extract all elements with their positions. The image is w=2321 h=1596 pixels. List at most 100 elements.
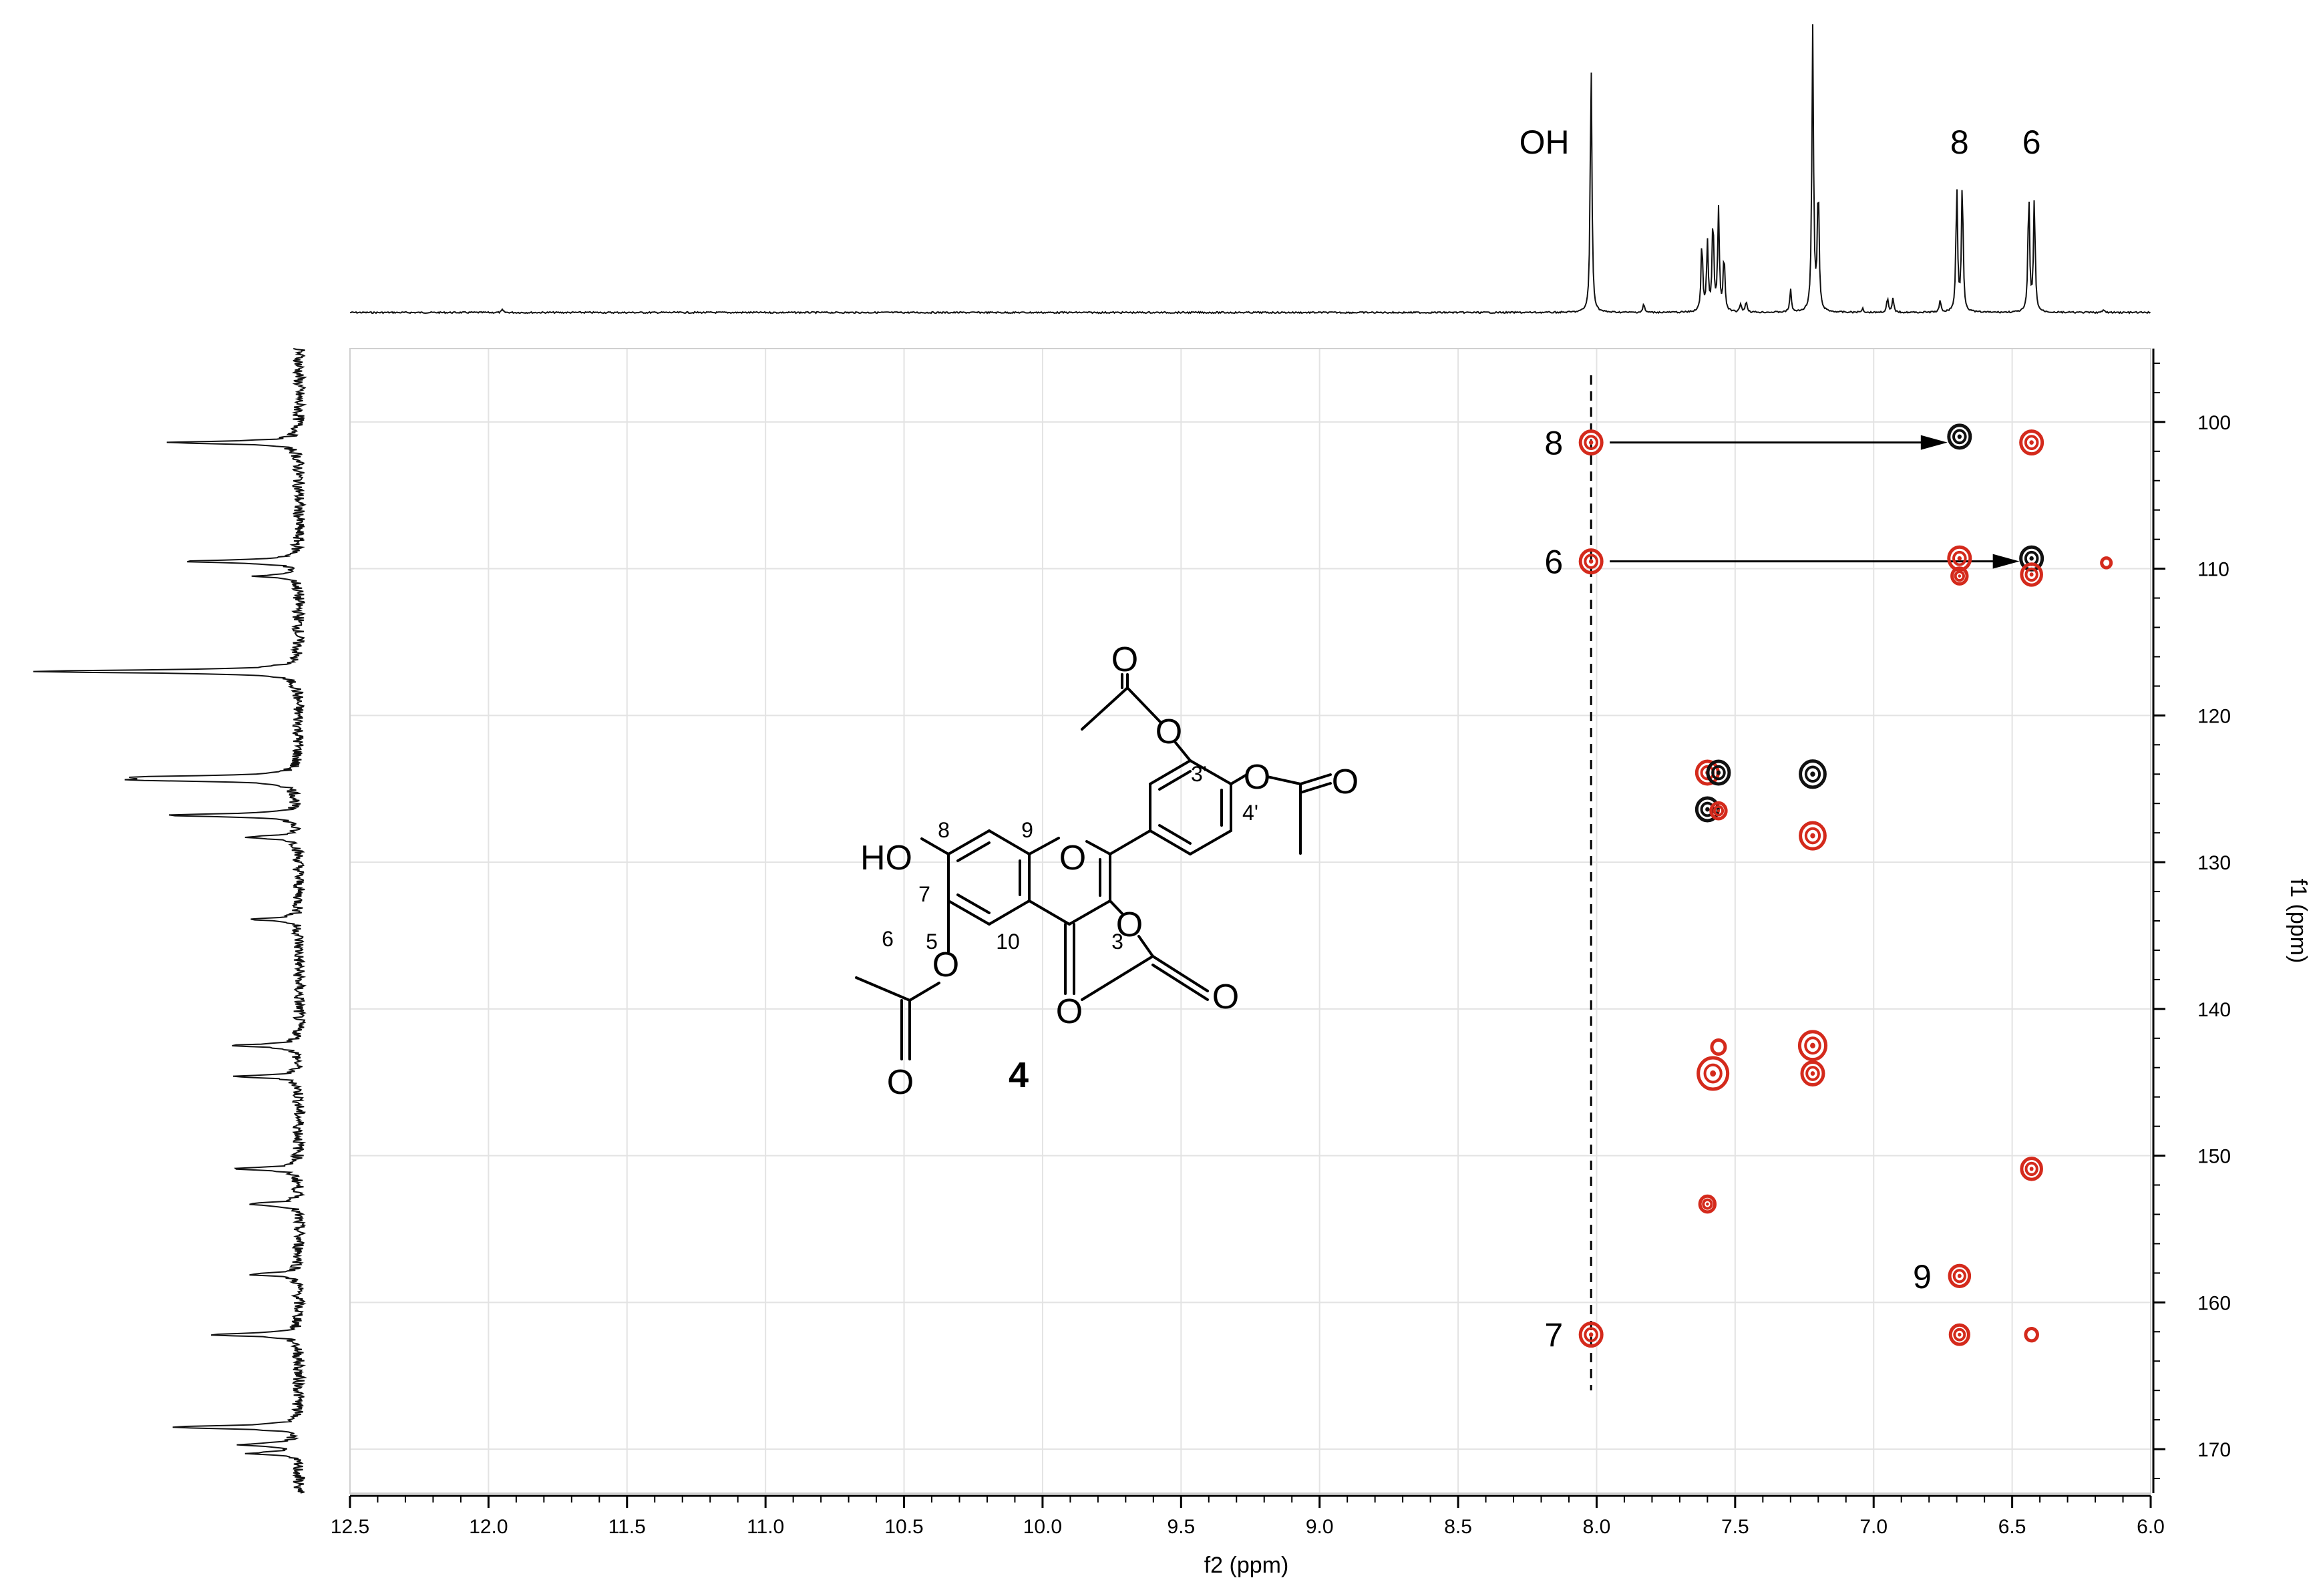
structure-c3-ester-oxygen: O [1116,906,1143,944]
structure-atom-3prime: 3' [1191,762,1207,786]
cross-peak-core [2029,440,2034,445]
cross-peak-label: 7 [1544,1317,1563,1354]
cross-peak-core [1957,556,1962,561]
structure-atom-9: 9 [1021,818,1033,842]
structure-c5-ester-oxygen: O [932,946,959,984]
cross-peak-inner-contour [2024,567,2038,582]
x-tick-label: 11.5 [608,1516,646,1538]
x-tick-label: 7.0 [1859,1516,1888,1538]
cross-peak [1948,1263,1972,1288]
y-tick-label: 170 [2197,1439,2231,1461]
structure-atom-10: 10 [996,930,1020,954]
cross-peak-core [1716,770,1721,775]
cross-peak-core [1710,1070,1717,1077]
cross-peak [1709,801,1728,821]
cross-peak-core [1810,1071,1815,1076]
cross-peak-core [1957,1273,1962,1278]
cross-peak-inner-contour [1713,805,1725,817]
cross-peak [2100,556,2113,570]
cross-peak-inner-contour [1584,435,1598,450]
cross-peak-core [1588,440,1594,445]
cross-peak-core [1706,1202,1709,1206]
cross-peak [1948,1323,1970,1346]
molecule-structure: HO O O O O O O O O O O 8 9 7 6 5 10 3 3'… [855,640,1359,1102]
x-tick-label: 6.5 [1998,1516,2026,1538]
cross-peak-inner-contour [1702,1198,1713,1210]
projection-label: 6 [2022,124,2041,161]
y-tick-label: 110 [2197,559,2229,581]
proton-spectrum-trace [349,24,2151,315]
cross-peak [2024,1326,2039,1343]
cross-peak [2020,562,2043,587]
x-tick-label: 12.0 [469,1516,508,1538]
plot-frame [349,348,2151,1494]
cross-peak-core [1958,574,1962,578]
carbon-projection [33,348,308,1494]
structure-c4p-ester-oxygen: O [1244,758,1270,797]
cross-peak-inner-contour [1703,1063,1723,1084]
cross-peak [1578,1322,1604,1348]
carbon-spectrum-trace [33,348,308,1494]
cross-peak-inner-contour [1952,1269,1966,1283]
cross-peak-inner-contour [1952,429,1967,445]
cross-peak-inner-contour [1954,570,1965,582]
structure-atom-7: 7 [918,882,930,906]
structure-ring-oxygen: O [1059,839,1086,877]
cross-peak [1799,821,1827,851]
x-tick-label: 10.5 [884,1516,923,1538]
grid-lines [349,349,2151,1493]
structure-atom-6: 6 [882,927,894,951]
cross-peak-inner-contour [1804,827,1821,845]
structure-bonds [855,673,1332,1060]
structure-ho-label: HO [860,839,912,877]
x-tick-label: 12.5 [331,1516,369,1538]
x-tick-label: 7.5 [1721,1516,1749,1538]
x-tick-label: 9.0 [1306,1516,1334,1538]
cross-peak-core [1588,1332,1594,1338]
cross-peak-inner-contour [1952,550,1967,566]
x-tick-label: 11.0 [747,1516,784,1538]
cross-peak-core [1705,807,1710,812]
structure-atom-8: 8 [938,818,950,842]
cross-peak [1697,1056,1730,1091]
compound-number: 4 [1009,1055,1029,1095]
cross-peak [1706,759,1731,786]
x-tick-label: 10.0 [1023,1516,1062,1538]
cross-peak [1800,1060,1825,1087]
axes: 12.5 12.0 11.5 11.0 10.5 10.0 9.5 9.0 8.5 8.0 7.5 7… [331,349,2231,1538]
x-tick-label: 8.0 [1583,1516,1611,1538]
cross-peak-core [2029,556,2034,561]
cross-peak-label: 6 [1544,544,1563,581]
x-tick-label: 9.5 [1167,1516,1195,1538]
cross-peak-inner-contour [1711,765,1726,781]
cross-peaks [1578,423,2113,1348]
structure-c3-carbonyl-oxygen: O [1212,978,1239,1016]
cross-peak [1950,566,1969,586]
cross-peak-inner-contour [2024,435,2039,450]
cross-peak-label: 8 [1544,425,1563,462]
structure-c3p-ester-oxygen: O [1155,713,1182,751]
cross-peak-inner-contour [1805,1066,1820,1081]
structure-atom-4prime: 4' [1242,801,1258,825]
cross-peak [1710,1038,1727,1056]
cross-peak-core [1957,434,1962,439]
y-tick-label: 120 [2197,705,2231,727]
cross-peak [1698,1194,1717,1214]
cross-peak-core [1588,559,1594,564]
cross-peak [1797,1030,1828,1062]
y-tick-label: 150 [2197,1146,2231,1168]
correlation-arrow-head [1992,554,2020,569]
cross-peak-inner-contour [1584,554,1598,569]
cross-peak-core [1717,809,1721,813]
cross-peak-inner-contour [1804,1036,1821,1055]
cross-peak-inner-contour [1584,1327,1598,1343]
x-tick-label: 8.5 [1444,1516,1472,1538]
correlation-arrow-head [1920,435,1948,450]
cross-peak-core [2029,572,2034,577]
cross-peak [1799,759,1827,789]
y-tick-label: 140 [2197,999,2231,1021]
x-tick-label: 6.0 [2137,1516,2165,1538]
cross-peak [2020,1157,2043,1181]
structure-c3p-carbonyl-oxygen: O [1111,640,1138,679]
